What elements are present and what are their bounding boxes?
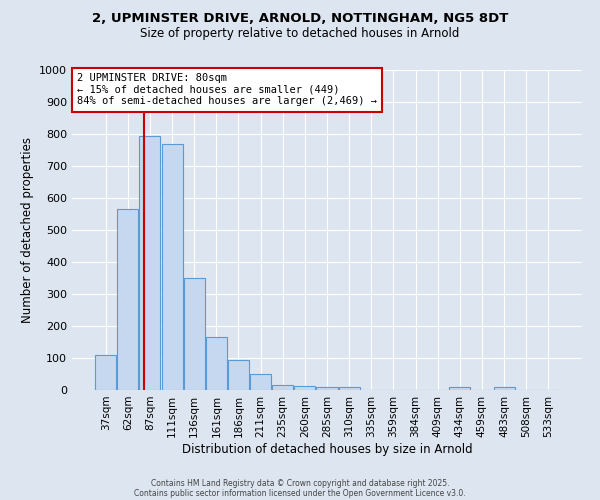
Bar	[95, 355, 116, 390]
Bar	[139, 136, 160, 390]
Text: Contains public sector information licensed under the Open Government Licence v3: Contains public sector information licen…	[134, 488, 466, 498]
Bar	[449, 388, 470, 390]
Bar	[316, 387, 338, 390]
Text: 2 UPMINSTER DRIVE: 80sqm
← 15% of detached houses are smaller (449)
84% of semi-: 2 UPMINSTER DRIVE: 80sqm ← 15% of detach…	[77, 73, 377, 106]
Bar	[161, 144, 182, 390]
Bar	[206, 337, 227, 390]
Bar	[272, 385, 293, 390]
Bar	[338, 388, 359, 390]
Y-axis label: Number of detached properties: Number of detached properties	[20, 137, 34, 323]
Text: Contains HM Land Registry data © Crown copyright and database right 2025.: Contains HM Land Registry data © Crown c…	[151, 478, 449, 488]
Bar	[250, 374, 271, 390]
Text: Size of property relative to detached houses in Arnold: Size of property relative to detached ho…	[140, 28, 460, 40]
Bar	[295, 386, 316, 390]
Bar	[228, 360, 249, 390]
Text: 2, UPMINSTER DRIVE, ARNOLD, NOTTINGHAM, NG5 8DT: 2, UPMINSTER DRIVE, ARNOLD, NOTTINGHAM, …	[92, 12, 508, 26]
Bar	[118, 209, 139, 390]
Bar	[494, 388, 515, 390]
Bar	[184, 278, 205, 390]
X-axis label: Distribution of detached houses by size in Arnold: Distribution of detached houses by size …	[182, 442, 472, 456]
